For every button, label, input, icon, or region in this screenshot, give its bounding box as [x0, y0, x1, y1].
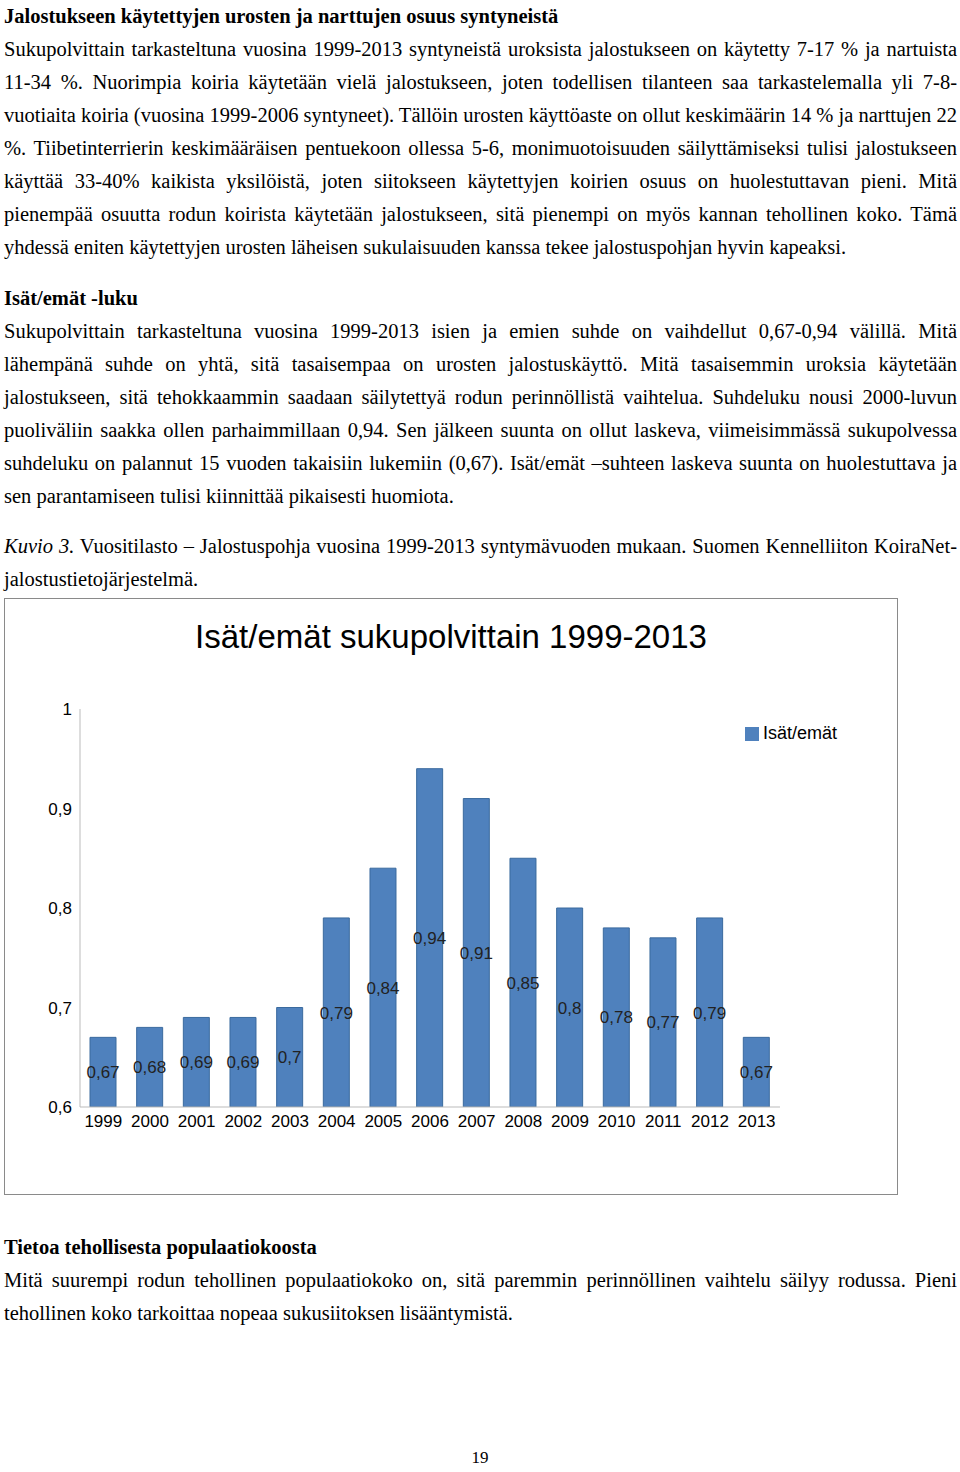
svg-text:2009: 2009: [551, 1112, 589, 1131]
svg-text:0,78: 0,78: [600, 1008, 633, 1027]
html-text:Mitä suurempi rodun tehollinen: Mitä suurempi rodun tehollinen populaati…: [4, 1269, 957, 1324]
svg-text:0,69: 0,69: [180, 1053, 213, 1072]
svg-text:0,67: 0,67: [740, 1063, 773, 1082]
svg-text:2008: 2008: [504, 1112, 542, 1131]
svg-text:0,94: 0,94: [413, 929, 446, 948]
html-text:Sukupolvittain tarkasteltuna v: Sukupolvittain tarkasteltuna vuosina 199…: [4, 320, 957, 507]
svg-text:1999: 1999: [84, 1112, 122, 1131]
svg-text:2012: 2012: [691, 1112, 729, 1131]
svg-text:2000: 2000: [131, 1112, 169, 1131]
svg-text:0,85: 0,85: [506, 974, 539, 993]
svg-text:2013: 2013: [738, 1112, 776, 1131]
svg-text:0,69: 0,69: [226, 1053, 259, 1072]
svg-text:0,8: 0,8: [558, 999, 582, 1018]
html-text:Tietoa tehollisesta populaatio: Tietoa tehollisesta populaatiokoosta: [4, 1236, 317, 1258]
svg-text:1: 1: [63, 700, 72, 719]
svg-text:0,79: 0,79: [693, 1004, 726, 1023]
html-text:Isät/emät -luku: Isät/emät -luku: [4, 287, 138, 309]
svg-text:2004: 2004: [318, 1112, 356, 1131]
svg-text:0,8: 0,8: [48, 899, 72, 918]
html-text:Isät/emät sukupolvittain 1999-: Isät/emät sukupolvittain 1999-2013: [195, 618, 707, 655]
svg-text:0,6: 0,6: [48, 1098, 72, 1117]
html-text:19: 19: [471, 1448, 489, 1467]
svg-text:2011: 2011: [645, 1112, 682, 1131]
html-text:Isät/emät: Isät/emät: [763, 723, 837, 743]
svg-text:0,79: 0,79: [320, 1004, 353, 1023]
svg-text:0,9: 0,9: [48, 800, 72, 819]
svg-text:0,7: 0,7: [278, 1048, 302, 1067]
svg-text:0,91: 0,91: [460, 944, 493, 963]
svg-text:0,77: 0,77: [646, 1013, 679, 1032]
svg-text:2002: 2002: [224, 1112, 262, 1131]
svg-text:2006: 2006: [411, 1112, 449, 1131]
html-text:Kuvio 3. Vuositilasto – Jalost: Kuvio 3. Vuositilasto – Jalostuspohja vu…: [4, 535, 957, 590]
svg-text:0,84: 0,84: [366, 979, 399, 998]
svg-text:0,7: 0,7: [48, 999, 72, 1018]
svg-text:2010: 2010: [598, 1112, 636, 1131]
svg-text:2003: 2003: [271, 1112, 309, 1131]
svg-text:2001: 2001: [178, 1112, 216, 1131]
svg-text:2005: 2005: [364, 1112, 402, 1131]
svg-text:0,68: 0,68: [133, 1058, 166, 1077]
svg-text:2007: 2007: [458, 1112, 496, 1131]
html-text:Jalostukseen käytettyjen urost: Jalostukseen käytettyjen urosten ja nart…: [4, 5, 559, 27]
html-text:Sukupolvittain tarkasteltuna v: Sukupolvittain tarkasteltuna vuosina 199…: [4, 38, 957, 258]
svg-text:0,67: 0,67: [86, 1063, 119, 1082]
